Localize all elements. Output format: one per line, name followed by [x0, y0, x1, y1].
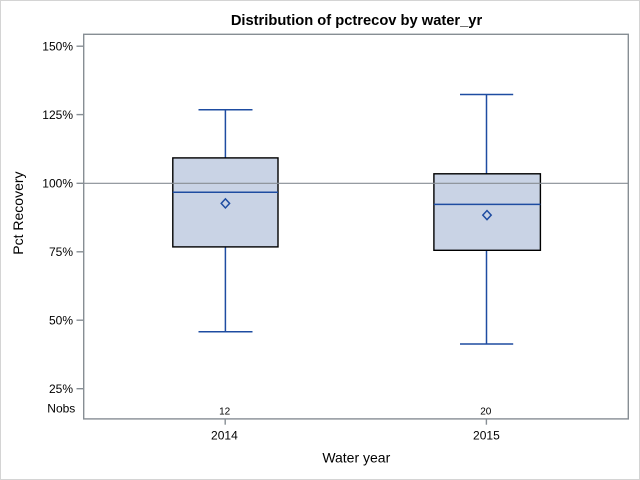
svg-text:100%: 100%	[42, 177, 73, 191]
svg-text:Water year: Water year	[322, 450, 390, 466]
svg-text:2014: 2014	[211, 429, 238, 443]
svg-text:25%: 25%	[49, 382, 73, 396]
svg-text:75%: 75%	[49, 245, 73, 259]
svg-text:2015: 2015	[473, 429, 500, 443]
svg-text:125%: 125%	[42, 108, 73, 122]
svg-text:Pct Recovery: Pct Recovery	[10, 171, 26, 254]
svg-text:20: 20	[480, 407, 492, 418]
svg-text:Nobs: Nobs	[47, 402, 75, 416]
svg-text:12: 12	[219, 407, 231, 418]
svg-text:Distribution of pctrecov by wa: Distribution of pctrecov by water_yr	[231, 13, 483, 29]
svg-text:50%: 50%	[49, 313, 73, 327]
svg-text:150%: 150%	[42, 39, 73, 53]
